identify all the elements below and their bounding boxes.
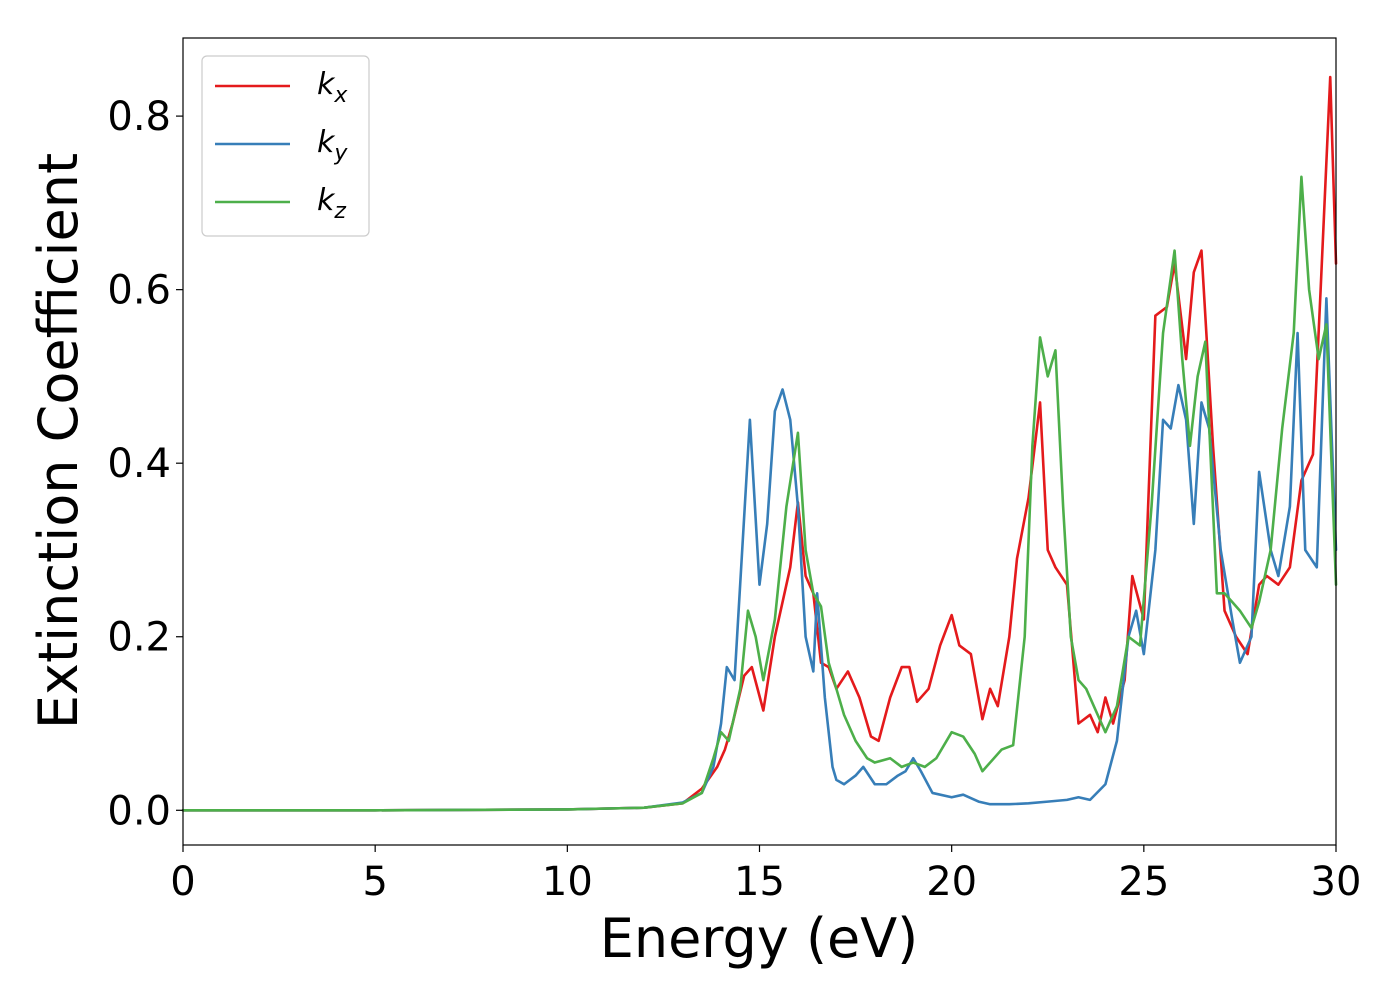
- x-tick-label: 5: [362, 859, 387, 905]
- legend-frame: [201, 55, 370, 237]
- y-axis-ticks: 0.0 0.2 0.4 0.6 0.8: [107, 94, 183, 834]
- legend-label: ky: [317, 125, 348, 166]
- x-tick-label: 25: [1118, 859, 1169, 905]
- x-tick-label: 0: [170, 859, 195, 905]
- legend: kx ky kz: [201, 55, 370, 237]
- legend-label: kz: [317, 183, 346, 224]
- x-tick-label: 10: [542, 859, 593, 905]
- series-line-k-y: [181, 297, 1338, 812]
- y-tick-label: 0.4: [107, 441, 171, 487]
- legend-label: kx: [317, 67, 348, 108]
- y-axis-label: Extinction Coefficient: [27, 153, 90, 729]
- series-line-k-z: [181, 175, 1338, 812]
- x-axis-label: Energy (eV): [600, 907, 919, 970]
- y-tick-label: 0.2: [107, 615, 171, 661]
- x-tick-label: 30: [1311, 859, 1362, 905]
- y-tick-label: 0.8: [107, 94, 171, 140]
- x-tick-label: 15: [734, 859, 785, 905]
- series-layer: [181, 75, 1338, 812]
- y-tick-label: 0.6: [107, 268, 171, 314]
- x-tick-label: 20: [926, 859, 977, 905]
- x-axis-ticks: 0 5 10 15 20 25 30: [170, 845, 1361, 905]
- y-tick-label: 0.0: [107, 788, 171, 834]
